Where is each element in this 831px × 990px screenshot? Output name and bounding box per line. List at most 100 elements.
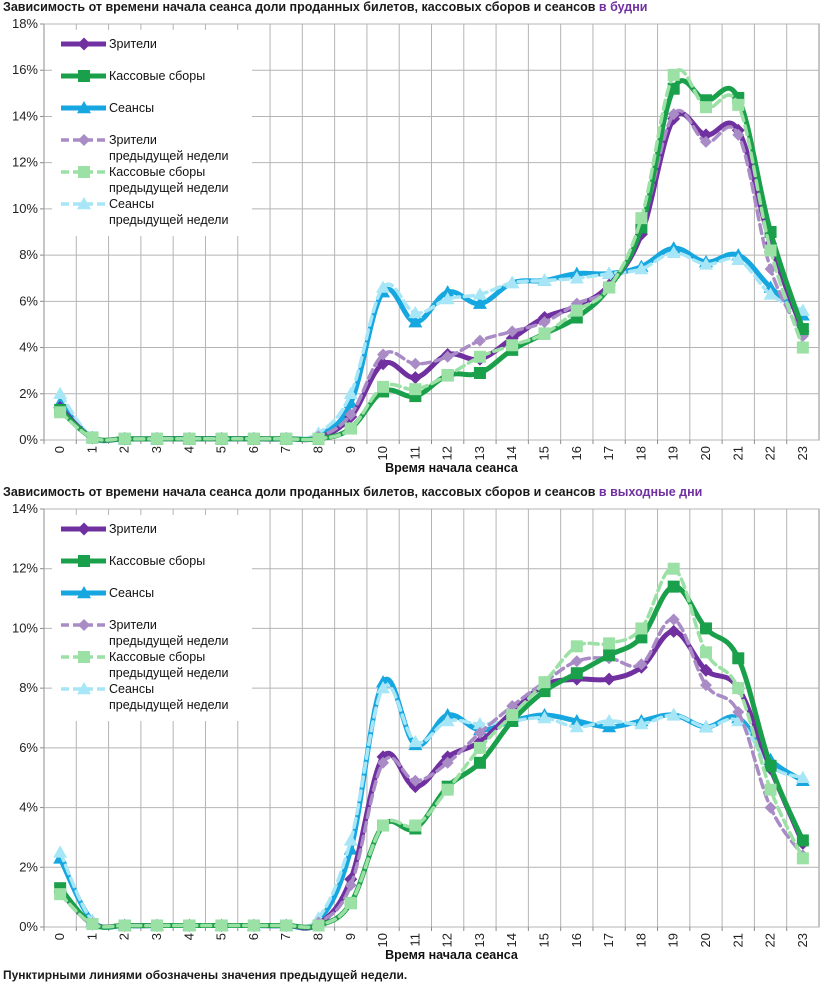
weekend-point-box-prev <box>603 637 616 650</box>
weekday-ytick-label: 18% <box>12 16 38 31</box>
weekend-legend-marker-box-prev <box>78 651 90 663</box>
weekday-chart-title: Зависимость от времени начала сеанса дол… <box>3 0 647 14</box>
weekday-point-box-prev <box>538 327 551 340</box>
weekend-point-viewers-prev <box>344 879 357 892</box>
weekday-ytick-label: 6% <box>19 293 38 308</box>
weekend-point-viewers-prev <box>570 655 583 668</box>
weekday-point-box-prev <box>377 380 390 393</box>
weekday-point-viewers-prev <box>344 408 357 421</box>
weekday-point-viewers-prev <box>377 348 390 361</box>
weekend-chart-title: Зависимость от времени начала сеанса дол… <box>3 485 702 499</box>
weekend-xtick-label: 7 <box>278 933 293 940</box>
weekend-legend-marker-viewers <box>77 522 91 536</box>
weekday-point-sessions-prev <box>731 252 746 265</box>
weekday-legend-marker-viewers-prev <box>78 134 90 146</box>
weekday-xtick-label: 5 <box>214 446 229 453</box>
weekday-title-main: Зависимость от времени начала сеанса дол… <box>3 0 596 14</box>
weekday-title-accent: в будни <box>598 0 648 14</box>
weekday-point-box <box>667 82 680 95</box>
weekend-xtick-label: 8 <box>310 933 325 940</box>
weekday-point-box-prev <box>732 98 745 111</box>
weekend-xtick-label: 21 <box>730 933 745 947</box>
weekend-point-box <box>764 759 777 772</box>
weekend-point-box-prev <box>344 897 357 910</box>
weekend-x-axis-title: Время начала сеанса <box>385 948 519 962</box>
weekend-point-sessions-prev <box>634 716 649 730</box>
weekday-point-sessions-prev <box>376 280 391 293</box>
weekend-point-box-prev <box>54 888 67 901</box>
weekend-point-sessions-prev <box>376 681 391 694</box>
weekend-point-sessions-prev <box>472 716 487 730</box>
weekday-point-box-prev <box>86 431 99 444</box>
weekend-ytick-label: 8% <box>19 680 38 695</box>
weekend-xtick-label: 3 <box>149 933 164 940</box>
weekday-point-box-prev <box>441 369 454 382</box>
weekday-xtick-label: 19 <box>666 446 681 460</box>
weekend-point-sessions-prev <box>408 734 423 748</box>
weekend-point-viewers-prev <box>764 801 777 814</box>
weekday-legend-label-viewers-prev: Зрители предыдущей недели <box>109 133 228 163</box>
weekend-point-box <box>473 756 486 769</box>
weekend-ytick-label: 14% <box>12 501 38 516</box>
weekend-point-viewers <box>667 624 681 638</box>
weekday-point-box-prev <box>54 406 67 419</box>
weekend-legend-label-box-prev: Кассовые сборы предыдущей недели <box>109 650 228 680</box>
weekday-point-sessions <box>472 296 487 309</box>
weekday-point-sessions <box>408 315 423 328</box>
weekend-legend-label-box: Кассовые сборы <box>109 554 205 568</box>
weekend-xtick-label: 12 <box>440 933 455 947</box>
weekday-point-viewers-prev <box>699 135 712 148</box>
weekend-xtick-label: 1 <box>84 933 99 940</box>
weekend-point-box <box>732 652 745 665</box>
weekend-ytick-label: 10% <box>12 620 38 635</box>
weekday-point-viewers-prev <box>667 108 680 121</box>
weekday-point-sessions-prev <box>634 261 649 275</box>
weekend-legend-marker-sessions <box>77 586 91 599</box>
weekend-point-viewers-prev <box>699 679 712 692</box>
weekend-title-main: Зависимость от времени начала сеанса дол… <box>3 485 596 499</box>
weekday-point-sessions-prev <box>472 287 487 300</box>
weekday-xtick-label: 13 <box>472 446 487 460</box>
weekend-point-viewers-prev <box>667 613 680 626</box>
weekend-point-sessions-prev <box>569 719 584 733</box>
weekday-legend-marker-sessions <box>77 101 91 114</box>
weekday-legend-label-sessions: Сеансы <box>109 101 154 115</box>
weekend-xtick-label: 14 <box>504 933 519 947</box>
weekday-legend-marker-viewers <box>77 37 91 51</box>
weekday-point-box-prev <box>118 432 131 445</box>
weekend-point-box-prev <box>280 919 293 932</box>
weekend-point-viewers <box>699 663 713 677</box>
weekend-point-box-prev <box>118 919 131 932</box>
weekend-point-box-prev <box>538 676 551 689</box>
weekday-x-axis-title: Время начала сеанса <box>385 461 519 475</box>
weekday-ytick-label: 4% <box>19 340 38 355</box>
weekday-point-box-prev <box>764 244 777 257</box>
weekday-legend-marker-box <box>78 70 90 82</box>
weekday-point-box-prev <box>247 432 260 445</box>
weekend-xtick-label: 19 <box>666 933 681 947</box>
weekday-point-viewers-prev <box>506 325 519 338</box>
weekday-ytick-label: 8% <box>19 247 38 262</box>
weekend-ytick-label: 4% <box>19 800 38 815</box>
weekday-point-box-prev <box>312 432 325 445</box>
weekend-point-box-prev <box>699 646 712 659</box>
weekday-point-box-prev <box>344 422 357 435</box>
weekend-xtick-label: 18 <box>633 933 648 947</box>
weekend-ytick-label: 12% <box>12 561 38 576</box>
weekday-point-viewers <box>408 371 422 385</box>
weekend-xtick-label: 17 <box>601 933 616 947</box>
weekday-series-box-prev <box>54 68 809 445</box>
weekend-ytick-label: 0% <box>19 919 38 934</box>
weekday-ytick-label: 12% <box>12 155 38 170</box>
weekday-xtick-label: 8 <box>310 446 325 453</box>
weekend-point-sessions-prev <box>795 770 810 783</box>
weekday-xtick-label: 3 <box>149 446 164 453</box>
weekday-xtick-label: 14 <box>504 446 519 460</box>
weekday-point-box-prev <box>603 281 616 294</box>
weekday-legend-label-box: Кассовые сборы <box>109 69 205 83</box>
weekend-point-box-prev <box>441 783 454 796</box>
weekday-point-sessions-prev <box>440 292 455 305</box>
weekend-xtick-label: 10 <box>375 933 390 947</box>
weekend-point-sessions-prev <box>731 713 746 727</box>
weekend-point-viewers-prev <box>441 756 454 769</box>
